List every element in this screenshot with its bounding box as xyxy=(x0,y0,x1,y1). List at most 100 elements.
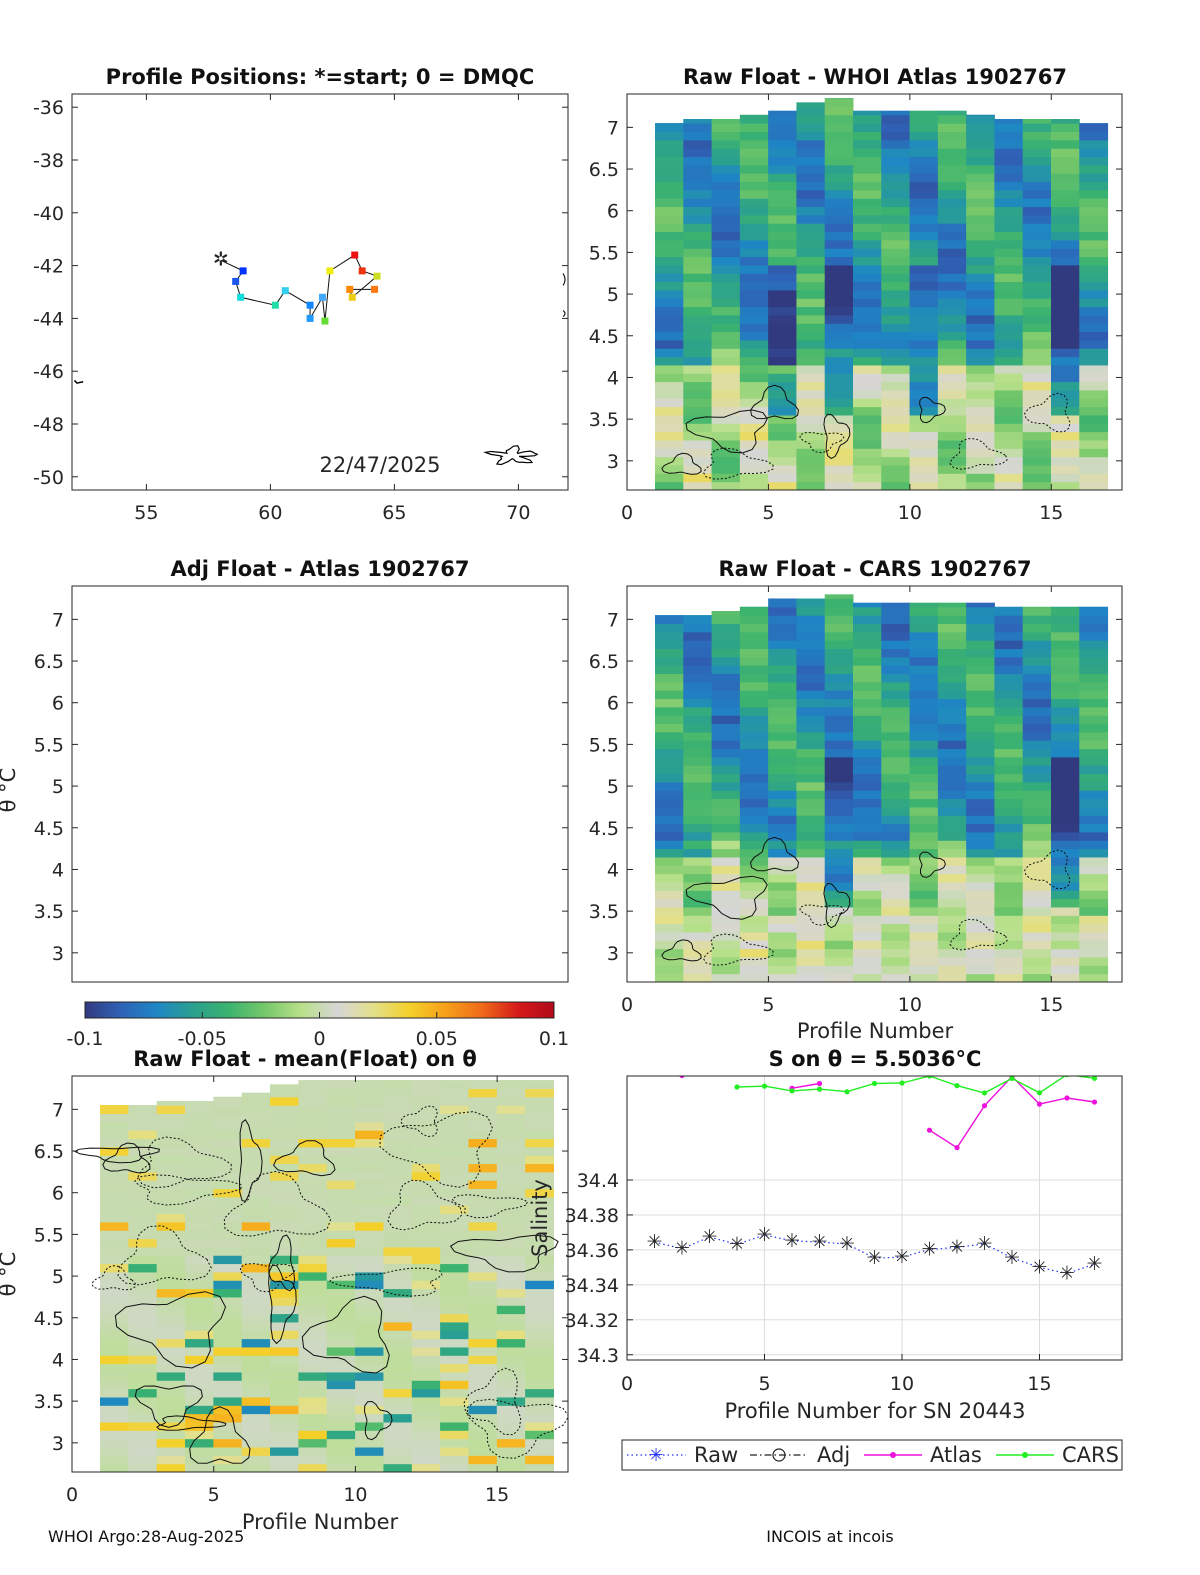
heat-cell xyxy=(683,148,713,158)
heat-cell xyxy=(383,1371,413,1381)
contour-line xyxy=(949,918,1008,951)
heat-cell xyxy=(655,139,684,149)
heat-cell xyxy=(128,1321,158,1331)
heat-cell xyxy=(241,1363,271,1373)
heat-cell xyxy=(1079,398,1109,408)
heat-cell xyxy=(711,948,741,958)
heat-cell xyxy=(711,256,741,266)
heat-cell xyxy=(241,1288,271,1298)
heat-cell xyxy=(213,1288,243,1298)
heat-cell xyxy=(881,298,911,308)
heat-cell xyxy=(937,364,967,374)
heat-cell xyxy=(937,264,967,274)
heat-cell xyxy=(100,1321,129,1331)
heat-cell xyxy=(966,139,995,149)
heat-cell xyxy=(937,756,967,766)
heat-cell xyxy=(468,1321,498,1331)
heat-cell xyxy=(655,898,684,908)
legend-cars: CARS xyxy=(996,1443,1119,1467)
heat-cell xyxy=(824,348,854,358)
heat-cell xyxy=(909,715,939,725)
heat-cell xyxy=(768,456,797,466)
heat-cell xyxy=(326,1171,356,1181)
heat-cell xyxy=(711,665,741,675)
heat-cell xyxy=(711,790,741,800)
heat-cell xyxy=(796,431,826,441)
heat-cell xyxy=(241,1413,271,1423)
heat-cell xyxy=(909,223,939,233)
heat-cell xyxy=(824,956,854,966)
heat-cell xyxy=(411,1438,441,1448)
heat-cell xyxy=(1079,765,1109,775)
heat-cell xyxy=(326,1196,356,1206)
heat-cell xyxy=(824,806,854,816)
heat-cell xyxy=(270,1288,299,1298)
heat-cell xyxy=(128,1446,158,1456)
legend-cars-label: CARS xyxy=(1062,1443,1119,1467)
heat-cell xyxy=(1022,773,1052,783)
heat-cell xyxy=(411,1138,441,1148)
legend-raw-star-icon: ✳ xyxy=(648,1445,663,1466)
heat-cell xyxy=(937,831,967,841)
heat-cell xyxy=(796,773,826,783)
heat-cell xyxy=(796,139,826,149)
heat-cell xyxy=(655,123,684,124)
y-tick-label: 34.4 xyxy=(577,1170,619,1192)
heat-cell xyxy=(768,798,797,808)
heat-cell xyxy=(1022,831,1052,841)
heat-cell xyxy=(881,790,911,800)
heat-cell xyxy=(1022,281,1052,291)
heat-cell xyxy=(824,690,854,700)
heat-cell xyxy=(824,648,854,658)
heat-cell xyxy=(383,1130,413,1140)
heat-cell xyxy=(966,906,995,916)
heat-cell xyxy=(994,673,1024,683)
heat-cell xyxy=(241,1313,271,1323)
heat-cell xyxy=(655,389,684,399)
heat-cell xyxy=(1051,131,1080,141)
heat-cell xyxy=(881,148,911,158)
heat-cell xyxy=(824,665,854,675)
heat-cell xyxy=(966,615,995,625)
heat-cell xyxy=(1051,723,1080,733)
heat-cell xyxy=(1051,448,1080,458)
heat-cell xyxy=(853,856,882,866)
heat-cell xyxy=(966,198,995,208)
coastline-edge xyxy=(562,273,566,286)
heat-cell xyxy=(853,606,882,616)
heat-cell xyxy=(909,648,939,658)
heat-cell xyxy=(468,1155,498,1165)
heat-cell xyxy=(909,273,939,283)
heat-cell xyxy=(355,1105,384,1115)
heat-cell xyxy=(213,1396,243,1406)
heat-cell xyxy=(937,239,967,249)
heat-cell xyxy=(824,890,854,900)
y-tick-label: -46 xyxy=(33,361,64,383)
contour-line xyxy=(463,1367,522,1436)
heat-cell xyxy=(881,915,911,925)
heat-cell xyxy=(383,1263,413,1273)
heat-cell xyxy=(440,1121,469,1131)
heat-cell xyxy=(270,1271,299,1281)
heat-cell xyxy=(241,1388,271,1398)
heat-cell xyxy=(853,273,882,283)
heat-cell xyxy=(937,765,967,775)
heat-cell xyxy=(1022,906,1052,916)
heat-cell xyxy=(966,189,995,199)
series-point-atlas xyxy=(679,1076,685,1079)
heat-cell xyxy=(326,1113,356,1123)
heat-cell xyxy=(213,1205,243,1215)
heat-cell xyxy=(966,473,995,483)
heat-cell xyxy=(853,840,882,850)
heat-cell xyxy=(100,1163,129,1173)
heat-cell xyxy=(966,181,995,191)
y-tick-label: 6 xyxy=(607,693,619,715)
heat-cell xyxy=(1022,865,1052,875)
heat-cell xyxy=(1022,139,1052,149)
heat-cell xyxy=(881,690,911,700)
heat-cell xyxy=(796,206,826,216)
heat-cell xyxy=(156,1321,186,1331)
heat-cell xyxy=(298,1130,328,1140)
heat-cell xyxy=(496,1438,526,1448)
heat-cell xyxy=(1022,273,1052,283)
